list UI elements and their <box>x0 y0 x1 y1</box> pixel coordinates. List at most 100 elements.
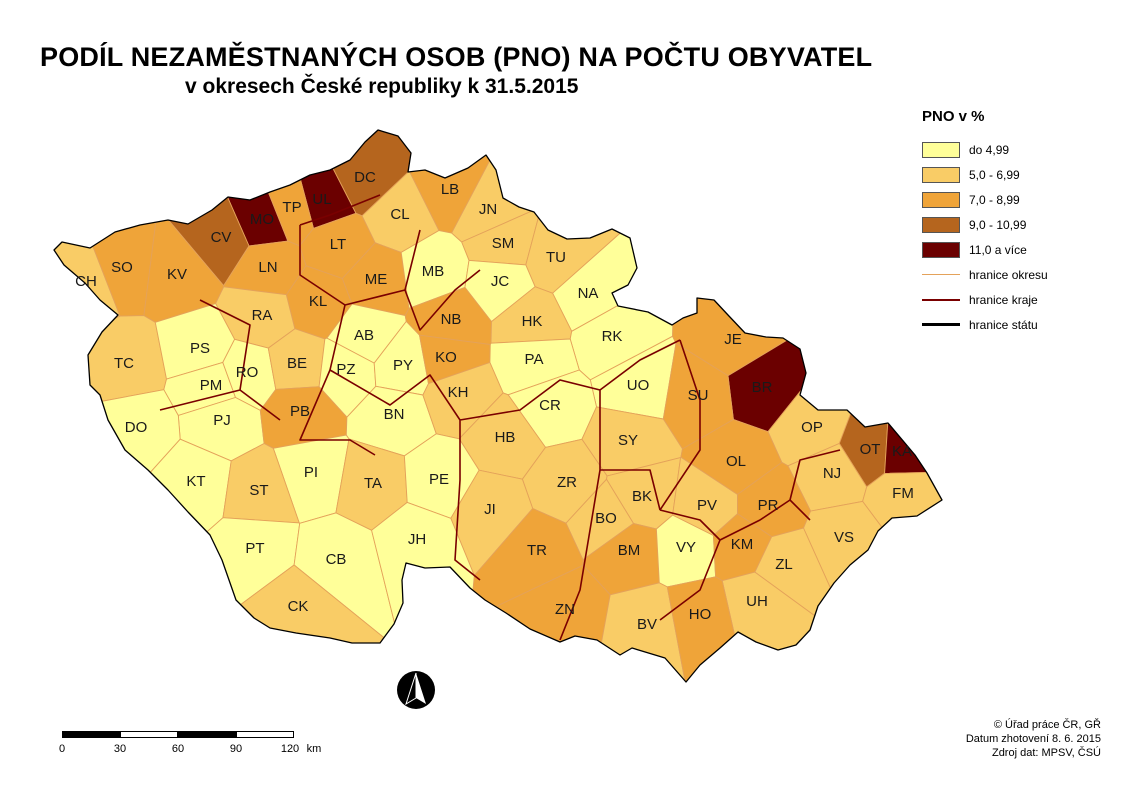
legend-class-label: 5,0 - 6,99 <box>969 167 1020 182</box>
district-label-vy: VY <box>676 539 696 556</box>
legend-line-district: hranice okresu <box>922 262 1112 287</box>
district-label-ra: RA <box>252 307 273 324</box>
district-label-so: SO <box>111 259 133 276</box>
district-label-lb: LB <box>441 181 459 198</box>
district-label-tc: TC <box>114 355 134 372</box>
credit-author: © Úřad práce ČR, GŘ <box>993 719 1101 731</box>
district-label-pz: PZ <box>336 361 355 378</box>
district-label-py: PY <box>393 357 413 374</box>
district-label-ab: AB <box>354 327 374 344</box>
scale-segment <box>178 731 236 738</box>
scale-tick: 60 <box>171 743 185 755</box>
district-label-bk: BK <box>632 488 652 505</box>
district-label-ol: OL <box>726 453 746 470</box>
district-label-zl: ZL <box>775 556 793 573</box>
legend-line-label: hranice okresu <box>969 267 1048 282</box>
legend-line-label: hranice kraje <box>969 292 1038 307</box>
district-label-br: BR <box>752 379 773 396</box>
district-label-pv: PV <box>697 497 717 514</box>
district-label-ps: PS <box>190 340 210 357</box>
legend-class-label: 11,0 a více <box>969 242 1027 257</box>
legend-swatch <box>922 141 960 158</box>
district-label-pj: PJ <box>213 412 231 429</box>
legend-title: PNO v % <box>922 108 985 125</box>
district-label-pa: PA <box>525 351 544 368</box>
district-label-lt: LT <box>330 236 346 253</box>
district-label-fm: FM <box>892 485 914 502</box>
district-label-nb: NB <box>441 311 462 328</box>
district-zn <box>428 564 611 682</box>
district-label-pe: PE <box>429 471 449 488</box>
district-label-zr: ZR <box>557 474 577 491</box>
district-label-hk: HK <box>522 313 543 330</box>
district-label-cv: CV <box>211 229 232 246</box>
district-label-pr: PR <box>758 497 779 514</box>
district-label-op: OP <box>801 419 823 436</box>
district-label-ln: LN <box>258 259 277 276</box>
district-label-bm: BM <box>618 542 641 559</box>
legend-line-region: hranice kraje <box>922 287 1112 312</box>
district-label-dc: DC <box>354 169 376 186</box>
district-label-kt: KT <box>186 473 205 490</box>
legend: PNO v % do 4,99 5,0 - 6,99 7,0 - 8,99 9,… <box>922 108 1112 337</box>
district-ch <box>54 130 121 373</box>
map-title: PODÍL NEZAMĚSTNANÝCH OSOB (PNO) NA POČTU… <box>40 42 873 72</box>
district-label-tu: TU <box>546 249 566 266</box>
district-label-km: KM <box>731 536 754 553</box>
district-do <box>54 389 181 641</box>
district-label-kh: KH <box>448 384 469 401</box>
legend-class-label: 9,0 - 10,99 <box>969 217 1027 232</box>
district-label-jn: JN <box>479 201 497 218</box>
district-label-kl: KL <box>309 293 327 310</box>
legend-swatch <box>922 191 960 208</box>
district-ho <box>666 576 772 682</box>
district-label-ka: KA <box>892 443 912 460</box>
district-label-hb: HB <box>495 429 516 446</box>
scale-tick: 90 <box>229 743 243 755</box>
legend-class-label: do 4,99 <box>969 142 1010 157</box>
district-label-ul: UL <box>312 191 331 208</box>
district-label-sy: SY <box>618 432 638 449</box>
legend-class-label: 7,0 - 8,99 <box>969 192 1020 207</box>
district-label-ck: CK <box>288 598 309 615</box>
district-label-rk: RK <box>602 328 623 345</box>
legend-class-0: do 4,99 <box>922 137 1112 162</box>
legend-class-4: 11,0 a více <box>922 237 1112 262</box>
legend-class-3: 9,0 - 10,99 <box>922 212 1112 237</box>
district-label-bn: BN <box>384 406 405 423</box>
district-label-do: DO <box>125 419 148 436</box>
district-label-sm: SM <box>492 235 515 252</box>
scale-segment <box>120 731 178 738</box>
district-label-uo: UO <box>627 377 650 394</box>
legend-class-1: 5,0 - 6,99 <box>922 162 1112 187</box>
legend-swatch <box>922 216 960 233</box>
scale-tick: 0 <box>58 743 66 755</box>
district-label-cr: CR <box>539 397 561 414</box>
district-label-me: ME <box>365 271 388 288</box>
district-label-pt: PT <box>245 540 264 557</box>
scale-unit: km <box>306 743 322 755</box>
district-labels: DC UL MO CV TP LT CL LB JN SM TU CH SO KV LN ME MB JC NA RA… <box>75 169 914 633</box>
legend-swatch <box>922 241 960 258</box>
district-label-je: JE <box>724 331 742 348</box>
region-border-symbol <box>922 298 960 301</box>
district-label-su: SU <box>688 387 709 404</box>
district-label-kv: KV <box>167 266 187 283</box>
district-label-cb: CB <box>326 551 347 568</box>
district-label-be: BE <box>287 355 307 372</box>
scale-tick: 120 <box>280 743 300 755</box>
state-border <box>53 129 943 683</box>
district-label-cl: CL <box>390 206 409 223</box>
district-label-ji: JI <box>484 501 496 518</box>
district-label-ko: KO <box>435 349 457 366</box>
district-label-zn: ZN <box>555 601 575 618</box>
district-label-bo: BO <box>595 510 617 527</box>
legend-class-2: 7,0 - 8,99 <box>922 187 1112 212</box>
district-label-jc: JC <box>491 273 510 290</box>
district-label-tp: TP <box>282 199 301 216</box>
district-label-st: ST <box>249 482 268 499</box>
district-label-bv: BV <box>637 616 657 633</box>
district-label-ta: TA <box>364 475 382 492</box>
legend-line-label: hranice státu <box>969 317 1038 332</box>
